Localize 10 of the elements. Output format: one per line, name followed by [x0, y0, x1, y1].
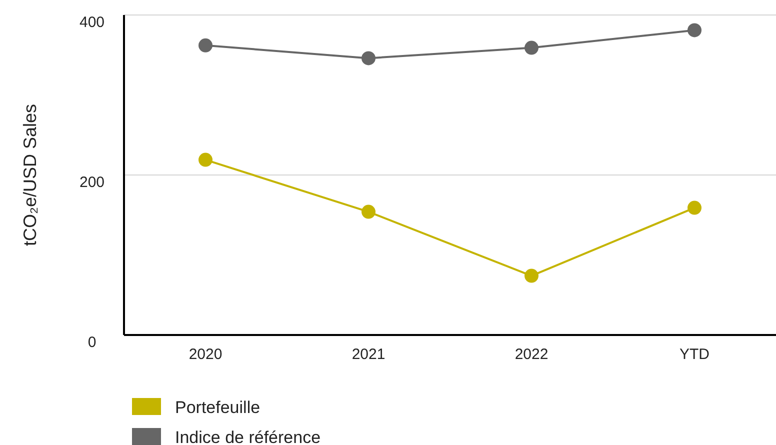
x-tick-label: 2021 — [352, 346, 386, 363]
x-tick-label: 2020 — [188, 346, 222, 363]
y-tick-label: 200 — [79, 174, 105, 191]
y-tick-label: 400 — [79, 14, 105, 31]
x-tick-label: YTD — [680, 346, 710, 363]
y-axis-title: tCO₂e/USD Sales — [20, 104, 40, 246]
x-tick-label: 2022 — [514, 346, 548, 363]
legend-label: Indice de référence — [175, 428, 321, 445]
legend-label: Portefeuille — [175, 398, 260, 417]
y-tick-label: 0 — [88, 334, 96, 351]
